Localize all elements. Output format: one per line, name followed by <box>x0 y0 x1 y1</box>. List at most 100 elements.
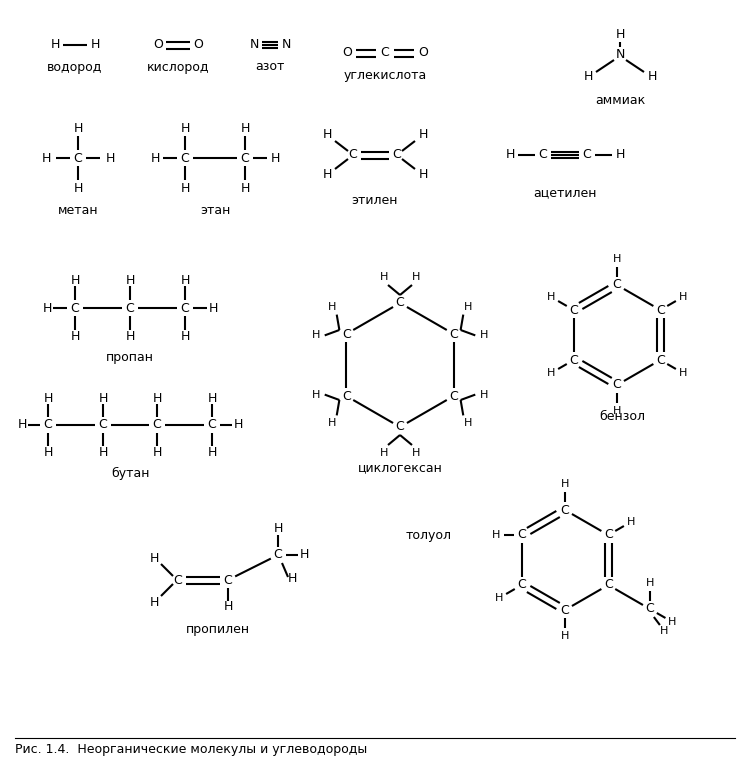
Text: C: C <box>560 603 569 616</box>
Text: C: C <box>274 549 282 562</box>
Text: C: C <box>74 151 82 164</box>
Text: H: H <box>90 39 100 52</box>
Text: H: H <box>660 626 668 636</box>
Text: H: H <box>668 617 676 627</box>
Text: H: H <box>240 182 250 195</box>
Text: H: H <box>584 69 592 83</box>
Text: H: H <box>70 274 80 287</box>
Text: аммиак: аммиак <box>595 93 645 106</box>
Text: H: H <box>207 445 217 458</box>
Text: H: H <box>270 151 280 164</box>
Text: H: H <box>613 406 621 416</box>
Text: H: H <box>412 448 420 458</box>
Text: C: C <box>70 302 80 315</box>
Text: толуол: толуол <box>406 528 451 541</box>
Text: H: H <box>480 330 488 340</box>
Text: O: O <box>193 39 203 52</box>
Text: H: H <box>495 593 503 603</box>
Text: N: N <box>281 39 291 52</box>
Text: C: C <box>125 302 134 315</box>
Text: H: H <box>464 302 472 312</box>
Text: C: C <box>604 528 613 541</box>
Text: H: H <box>464 418 472 428</box>
Text: C: C <box>646 603 654 616</box>
Text: H: H <box>506 148 515 162</box>
Text: H: H <box>150 151 160 164</box>
Text: H: H <box>322 169 332 182</box>
Text: H: H <box>224 600 232 613</box>
Text: H: H <box>380 448 388 458</box>
Text: C: C <box>181 302 189 315</box>
Text: H: H <box>419 169 428 182</box>
Text: H: H <box>240 122 250 135</box>
Text: этан: этан <box>200 204 230 217</box>
Text: H: H <box>287 572 297 585</box>
Text: H: H <box>98 391 108 404</box>
Text: C: C <box>613 278 621 292</box>
Text: H: H <box>149 596 159 609</box>
Text: H: H <box>615 148 625 162</box>
Text: H: H <box>299 549 309 562</box>
Text: H: H <box>328 302 336 312</box>
Text: H: H <box>311 330 320 340</box>
Text: H: H <box>561 479 569 489</box>
Text: H: H <box>491 530 500 540</box>
Text: C: C <box>583 148 591 162</box>
Text: водород: водород <box>47 61 103 74</box>
Text: O: O <box>342 46 352 59</box>
Text: C: C <box>604 578 613 591</box>
Text: C: C <box>560 504 569 517</box>
Text: C: C <box>153 419 161 432</box>
Text: C: C <box>224 574 232 587</box>
Text: H: H <box>125 330 135 343</box>
Text: H: H <box>105 151 115 164</box>
Text: C: C <box>380 46 389 59</box>
Text: C: C <box>538 148 548 162</box>
Text: C: C <box>518 578 526 591</box>
Text: Рис. 1.4.  Неорганические молекулы и углеводороды: Рис. 1.4. Неорганические молекулы и угле… <box>15 743 368 756</box>
Text: H: H <box>209 302 218 315</box>
Text: H: H <box>311 390 320 401</box>
Text: H: H <box>273 523 283 536</box>
Text: H: H <box>125 274 135 287</box>
Text: H: H <box>42 302 52 315</box>
Text: O: O <box>153 39 163 52</box>
Text: C: C <box>99 419 107 432</box>
Text: H: H <box>98 445 108 458</box>
Text: H: H <box>180 274 190 287</box>
Text: C: C <box>449 328 458 340</box>
Text: H: H <box>233 419 243 432</box>
Text: H: H <box>207 391 217 404</box>
Text: пропилен: пропилен <box>186 623 250 637</box>
Text: C: C <box>449 389 458 403</box>
Text: H: H <box>149 552 159 565</box>
Text: C: C <box>349 148 357 162</box>
Text: H: H <box>547 292 555 302</box>
Text: H: H <box>328 418 336 428</box>
Text: C: C <box>44 419 52 432</box>
Text: циклогексан: циклогексан <box>358 461 442 474</box>
Text: кислород: кислород <box>147 61 209 74</box>
Text: H: H <box>647 69 657 83</box>
Text: H: H <box>180 182 190 195</box>
Text: C: C <box>342 328 351 340</box>
Text: H: H <box>41 151 51 164</box>
Text: C: C <box>518 528 526 541</box>
Text: H: H <box>679 368 687 378</box>
Text: H: H <box>679 292 687 302</box>
Text: C: C <box>208 419 216 432</box>
Text: C: C <box>241 151 249 164</box>
Text: C: C <box>656 353 664 366</box>
Text: H: H <box>646 578 654 588</box>
Text: H: H <box>180 122 190 135</box>
Text: H: H <box>615 27 625 40</box>
Text: этилен: этилен <box>352 194 398 207</box>
Text: H: H <box>70 330 80 343</box>
Text: H: H <box>412 272 420 282</box>
Text: C: C <box>173 574 182 587</box>
Text: H: H <box>419 128 428 141</box>
Text: H: H <box>17 419 27 432</box>
Text: бензол: бензол <box>599 410 645 423</box>
Text: C: C <box>569 353 578 366</box>
Text: H: H <box>44 445 52 458</box>
